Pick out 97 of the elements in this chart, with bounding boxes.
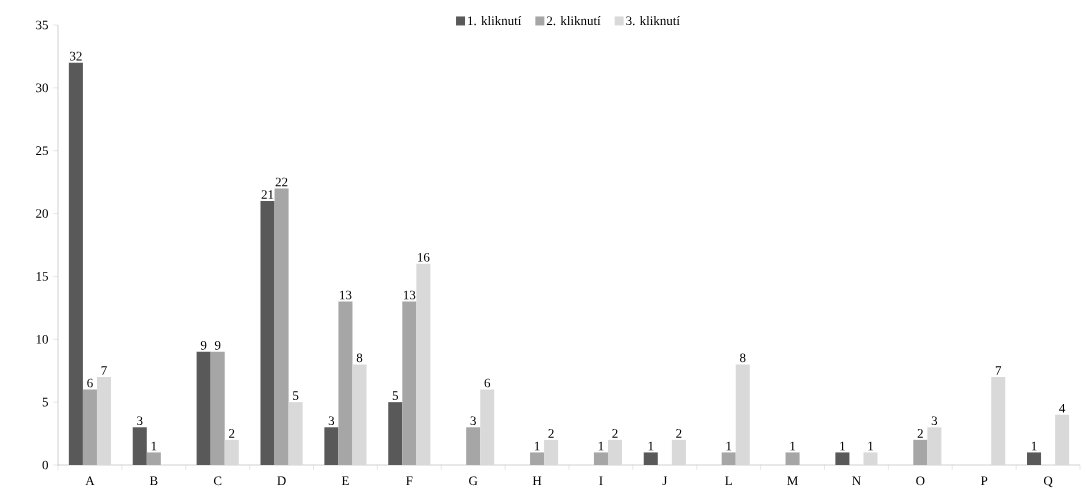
- bar: [224, 439, 239, 465]
- bar: [338, 301, 353, 465]
- bar: [260, 201, 275, 465]
- data-label: 1: [151, 441, 157, 451]
- y-tick-label: 0: [42, 460, 48, 470]
- data-label: 2: [612, 429, 618, 438]
- data-label: 1: [648, 441, 654, 451]
- bar: [68, 62, 83, 465]
- data-label: 3: [328, 416, 335, 426]
- y-tick-label: 15: [36, 272, 48, 281]
- x-tick-label: F: [406, 476, 413, 485]
- x-tick-label: B: [149, 476, 158, 486]
- bar: [96, 377, 112, 465]
- data-label: 8: [740, 353, 746, 363]
- bar: [288, 402, 303, 465]
- data-label: 9: [214, 340, 221, 350]
- data-label: 16: [418, 252, 430, 262]
- data-label: 5: [392, 391, 398, 400]
- data-label: 9: [200, 340, 207, 350]
- bar: [324, 427, 339, 465]
- bar: [388, 402, 403, 465]
- bar: [352, 364, 367, 465]
- bar: [735, 364, 750, 465]
- data-label: 2: [676, 429, 682, 438]
- data-label: 6: [484, 378, 491, 388]
- bar: [402, 301, 417, 465]
- bar: [835, 452, 850, 465]
- bar: [671, 439, 686, 465]
- x-tick-label: I: [599, 476, 603, 485]
- bar: [196, 351, 211, 465]
- y-tick-label: 5: [42, 397, 48, 407]
- data-label: 2: [229, 429, 235, 438]
- x-tick-label: C: [213, 476, 222, 486]
- x-tick-label: Q: [1043, 476, 1053, 488]
- data-label: 2: [917, 429, 923, 438]
- data-label: 1: [598, 441, 604, 451]
- y-tick-label: 10: [36, 334, 48, 344]
- data-label: 3: [931, 416, 938, 426]
- bar: [991, 377, 1006, 465]
- data-label: 1: [840, 441, 845, 451]
- data-label: 5: [293, 391, 299, 400]
- y-tick-label: 25: [36, 146, 48, 156]
- x-tick-label: J: [662, 476, 668, 486]
- y-tick-label: 20: [36, 209, 48, 218]
- bar: [82, 389, 97, 465]
- data-label: 1: [868, 441, 873, 451]
- data-label: 21: [261, 190, 274, 199]
- x-tick-label: O: [916, 476, 925, 486]
- bar: [132, 427, 147, 465]
- data-label: 22: [275, 177, 288, 187]
- x-tick-label: E: [341, 476, 349, 485]
- y-tick-label: 30: [36, 83, 48, 93]
- data-label: 1: [790, 441, 796, 451]
- x-tick-label: N: [852, 476, 861, 485]
- data-label: 7: [101, 366, 107, 375]
- bar: [274, 188, 289, 465]
- bar: [607, 439, 623, 465]
- x-tick-label: P: [980, 476, 988, 485]
- bar: [146, 452, 161, 465]
- bar: [1026, 452, 1042, 465]
- legend-label: 3. kliknutí: [626, 15, 680, 26]
- bar: [643, 452, 658, 465]
- bar: [480, 389, 495, 465]
- bar: [863, 452, 878, 465]
- data-label: 3: [470, 416, 476, 426]
- bar: [721, 452, 736, 465]
- legend-label: 2. kliknutí: [546, 15, 601, 26]
- y-tick-label: 35: [36, 20, 48, 30]
- data-label: 32: [70, 51, 82, 61]
- x-tick-label: A: [85, 476, 95, 486]
- data-label: 6: [87, 378, 93, 388]
- data-label: 4: [1059, 403, 1066, 413]
- bar: [913, 439, 928, 465]
- data-label: 8: [356, 353, 363, 363]
- bar: [544, 439, 559, 465]
- x-tick-label: M: [787, 476, 798, 485]
- x-tick-label: G: [469, 476, 478, 486]
- x-tick-label: D: [277, 476, 286, 486]
- data-label: 1: [726, 441, 732, 451]
- data-label: 2: [548, 429, 554, 438]
- bar: [785, 452, 800, 465]
- bar: [466, 427, 481, 465]
- legend-label: 1. kliknutí: [468, 15, 522, 26]
- data-label: 13: [403, 290, 416, 300]
- data-label: 3: [137, 416, 143, 426]
- bar: [530, 452, 545, 465]
- bar: [593, 452, 608, 465]
- data-label: 1: [1031, 441, 1037, 451]
- data-label: 1: [534, 441, 540, 451]
- bar: [927, 427, 942, 465]
- x-tick-label: L: [725, 476, 732, 485]
- data-label: 13: [340, 290, 352, 300]
- bar: [416, 263, 431, 465]
- bar: [1055, 414, 1070, 465]
- x-tick-label: H: [532, 476, 542, 485]
- data-label: 7: [995, 366, 1002, 375]
- bar: [210, 351, 225, 465]
